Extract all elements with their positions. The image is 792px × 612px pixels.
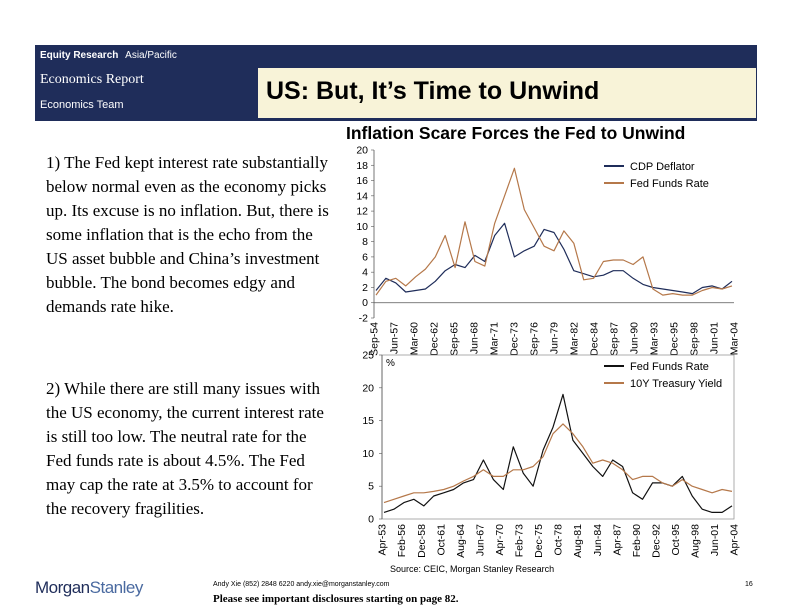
source-note: Source: CEIC, Morgan Stanley Research [390, 564, 555, 574]
team-label: Economics Team [40, 99, 124, 111]
y-tick-label: 0 [368, 514, 374, 526]
y-tick-label: 4 [362, 267, 368, 279]
x-tick-label: Mar-82 [569, 322, 581, 355]
x-tick-label: Aug-81 [572, 524, 584, 558]
x-tick-label: Jun-57 [389, 322, 401, 354]
x-tick-label: Jun-84 [592, 524, 604, 556]
x-tick-label: Dec-62 [429, 322, 441, 356]
x-tick-label: Jun-68 [469, 322, 481, 354]
series-line-1 [375, 222, 733, 295]
y-tick-label: 25 [362, 350, 374, 362]
logo-stanley: Stanley [89, 578, 144, 597]
x-tick-label: Mar-71 [489, 322, 501, 355]
x-tick-label: Sep-98 [689, 322, 701, 356]
x-tick-label: Oct-95 [670, 524, 682, 556]
series-line-2 [383, 423, 733, 504]
x-tick-label: Oct-61 [435, 524, 447, 556]
x-tick-label: Apr-04 [729, 524, 741, 556]
y-tick-label: 14 [356, 190, 368, 202]
x-tick-label: Apr-53 [377, 524, 389, 556]
paragraph-1: 1) The Fed kept interest rate substantia… [46, 153, 329, 316]
y-tick-label: 20 [356, 145, 368, 157]
x-tick-label: Sep-87 [609, 322, 621, 356]
x-tick-label: Feb-56 [396, 524, 408, 557]
x-tick-label: Mar-93 [649, 322, 661, 355]
y-tick-label: 6 [362, 251, 368, 263]
legend-label: CDP Deflator [630, 161, 695, 173]
top-bar: Equity Research Asia/Pacific [35, 45, 757, 66]
y-axis-label: % [386, 358, 395, 369]
division-label: Equity Research [40, 50, 119, 61]
x-tick-label: Apr-87 [611, 524, 623, 556]
page-number: 16 [745, 581, 753, 588]
y-tick-label: 12 [356, 206, 368, 218]
x-tick-label: Dec-75 [533, 524, 545, 558]
y-tick-label: 16 [356, 175, 368, 187]
region-label: Asia/Pacific [125, 50, 177, 61]
x-tick-label: Sep-54 [369, 322, 381, 356]
page-title: US: But, It’s Time to Unwind [266, 77, 600, 105]
x-tick-label: Aug-64 [455, 524, 467, 558]
x-tick-label: Sep-65 [449, 322, 461, 356]
analyst-contact: Andy Xie (852) 2848 6220 andy.xie@morgan… [213, 581, 390, 588]
title-box [258, 68, 756, 118]
morgan-stanley-logo: MorganStanley [35, 578, 143, 598]
x-tick-label: Aug-98 [690, 524, 702, 558]
series-line-2 [375, 167, 733, 296]
x-tick-label: Apr-70 [494, 524, 506, 556]
x-tick-label: Dec-95 [669, 322, 681, 356]
y-tick-label: 10 [356, 221, 368, 233]
x-tick-label: Dec-58 [416, 524, 428, 558]
legend-label: 10Y Treasury Yield [630, 378, 722, 390]
x-tick-label: Jun-79 [549, 322, 561, 354]
x-tick-label: Sep-76 [529, 322, 541, 356]
y-tick-label: -2 [359, 313, 368, 325]
x-tick-label: Jun-67 [474, 524, 486, 556]
disclosure-link[interactable]: Please see important disclosures startin… [213, 593, 459, 605]
y-tick-label: 5 [368, 481, 374, 493]
logo-morgan: Morgan [35, 578, 90, 597]
y-tick-label: 0 [362, 297, 368, 309]
x-tick-label: Dec-92 [650, 524, 662, 558]
paragraph-2: 2) While there are still many issues wit… [46, 379, 324, 518]
legend-label: Fed Funds Rate [630, 178, 709, 190]
y-tick-label: 8 [362, 236, 368, 248]
x-tick-label: Mar-04 [729, 322, 741, 355]
legend-label: Fed Funds Rate [630, 361, 709, 373]
x-tick-label: Feb-73 [514, 524, 526, 557]
x-tick-label: Mar-60 [409, 322, 421, 355]
series-line-1 [383, 393, 733, 514]
x-tick-label: Feb-90 [631, 524, 643, 557]
x-tick-label: Dec-73 [509, 322, 521, 356]
y-tick-label: 18 [356, 160, 368, 172]
x-tick-label: Dec-84 [589, 322, 601, 356]
chart-heading: Inflation Scare Forces the Fed to Unwind [346, 123, 686, 143]
x-tick-label: Jun-01 [709, 322, 721, 354]
y-tick-label: 10 [362, 448, 374, 460]
x-tick-label: Jun-01 [709, 524, 721, 556]
report-type: Economics Report [40, 72, 144, 87]
y-tick-label: 20 [362, 382, 374, 394]
y-tick-label: 2 [362, 282, 368, 294]
x-tick-label: Oct-78 [553, 524, 565, 556]
y-tick-label: 15 [362, 415, 374, 427]
x-tick-label: Jun-90 [629, 322, 641, 354]
